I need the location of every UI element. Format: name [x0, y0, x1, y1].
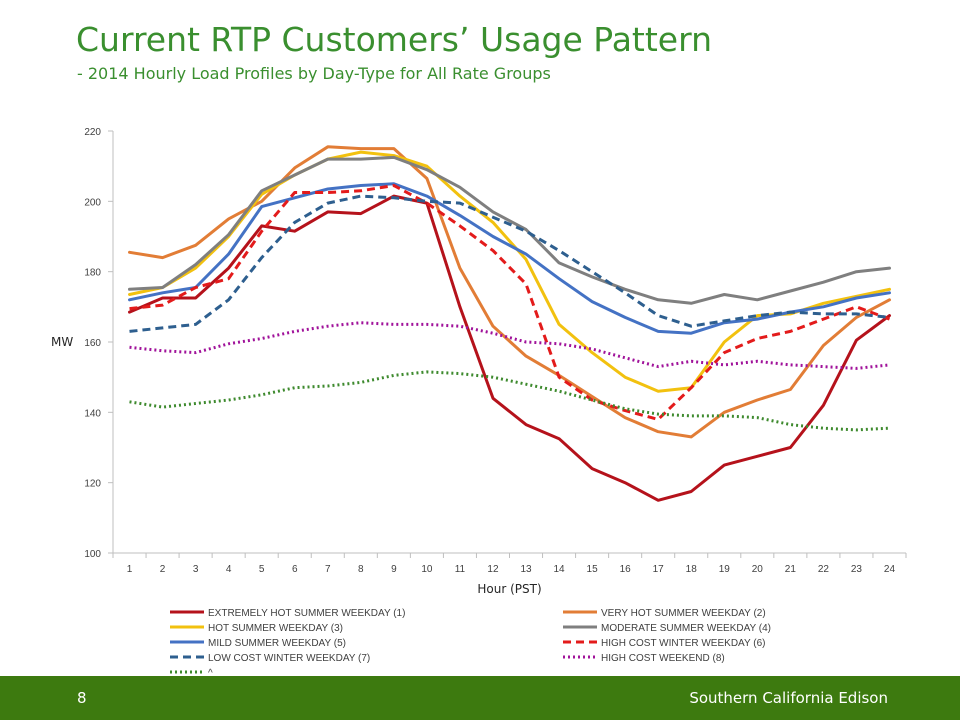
x-tick-label: 13: [520, 564, 532, 575]
y-tick-label: 220: [84, 127, 101, 138]
series-line-7: [129, 194, 890, 333]
y-tick-label: 160: [84, 338, 101, 349]
y-tick-label: 200: [84, 197, 101, 208]
series-line-9: [129, 370, 890, 432]
y-tick-label: 100: [84, 549, 101, 560]
x-tick-label: 18: [686, 564, 698, 575]
x-tick-label: 14: [554, 564, 566, 575]
x-tick-label: 20: [752, 564, 764, 575]
x-tick-label: 22: [818, 564, 830, 575]
page-number: 8: [77, 689, 87, 707]
series-line-1: [128, 194, 891, 502]
legend-label-1: EXTREMELY HOT SUMMER WEEKDAY (1): [208, 608, 405, 619]
y-axis-title: MW: [51, 335, 73, 349]
x-tick-label: 16: [620, 564, 632, 575]
legend-label-8: HIGH COST WEEKEND (8): [601, 653, 725, 664]
x-tick-label: 17: [653, 564, 665, 575]
x-axis-title: Hour (PST): [477, 582, 541, 596]
x-tick-label: 23: [851, 564, 863, 575]
slide-title: Current RTP Customers’ Usage Pattern: [76, 20, 713, 59]
x-tick-label: 7: [325, 564, 331, 575]
legend-label-5: MILD SUMMER WEEKDAY (5): [208, 638, 346, 649]
series-line-5: [128, 182, 891, 335]
series-line-4: [128, 155, 891, 305]
x-tick-label: 1: [127, 564, 133, 575]
legend-label-7: LOW COST WINTER WEEKDAY (7): [208, 653, 370, 664]
legend-label-9: ^: [208, 668, 213, 676]
x-tick-label: 19: [719, 564, 731, 575]
x-tick-label: 2: [160, 564, 166, 575]
legend-label-2: VERY HOT SUMMER WEEKDAY (2): [601, 608, 766, 619]
x-tick-label: 4: [226, 564, 232, 575]
legend-label-3: HOT SUMMER WEEKDAY (3): [208, 623, 343, 634]
x-tick-label: 12: [487, 564, 499, 575]
y-tick-label: 180: [84, 268, 101, 279]
legend-label-4: MODERATE SUMMER WEEKDAY (4): [601, 623, 771, 634]
series-line-3: [128, 150, 891, 393]
y-tick-label: 140: [84, 408, 101, 419]
x-tick-label: 15: [587, 564, 599, 575]
company-name: Southern California Edison: [689, 689, 888, 707]
x-tick-label: 6: [292, 564, 298, 575]
series-line-6: [129, 184, 891, 421]
series-line-8: [129, 321, 890, 370]
x-tick-label: 8: [358, 564, 364, 575]
x-tick-label: 5: [259, 564, 265, 575]
slide-subtitle: - 2014 Hourly Load Profiles by Day-Type …: [77, 64, 551, 83]
x-tick-label: 21: [785, 564, 797, 575]
x-tick-label: 10: [421, 564, 433, 575]
footer-bar: 8 Southern California Edison: [0, 676, 960, 720]
x-tick-label: 3: [193, 564, 199, 575]
series-line-2: [128, 145, 891, 439]
y-tick-label: 120: [84, 479, 101, 490]
legend-label-6: HIGH COST WINTER WEEKDAY (6): [601, 638, 765, 649]
x-tick-label: 11: [455, 564, 466, 575]
x-tick-label: 24: [884, 564, 896, 575]
x-tick-label: 9: [391, 564, 397, 575]
